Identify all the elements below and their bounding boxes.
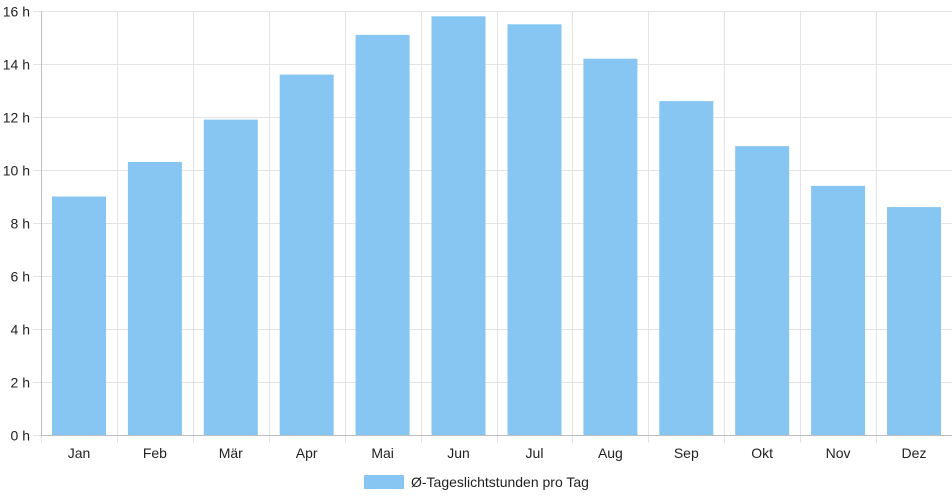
x-tick-label: Jul [526, 445, 544, 461]
x-tick-label: Feb [143, 445, 167, 461]
x-tick-label: Nov [826, 445, 851, 461]
legend-label: Ø-Tageslichtstunden pro Tag [411, 474, 589, 490]
x-tick-label: Aug [598, 445, 623, 461]
x-tick-label: Dez [902, 445, 927, 461]
x-tick-label: Jan [68, 445, 91, 461]
bar-Dez [887, 207, 941, 435]
bar-Apr [279, 74, 334, 435]
y-tick-label: 4 h [11, 322, 30, 338]
y-tick-label: 10 h [3, 163, 30, 179]
bar-Sep [659, 101, 714, 435]
x-tick-label: Sep [674, 445, 699, 461]
bars-layer [52, 16, 941, 436]
bar-Okt [735, 146, 790, 435]
grid-layer [33, 11, 952, 443]
bar-Mai [355, 34, 410, 436]
y-tick-label: 2 h [11, 375, 30, 391]
x-tick-label: Mai [371, 445, 394, 461]
bar-Mär [203, 119, 258, 435]
y-tick-label: 8 h [11, 216, 30, 232]
y-tick-label: 12 h [3, 110, 30, 126]
x-tick-label: Okt [751, 445, 773, 461]
legend-swatch [364, 475, 404, 489]
bar-Feb [127, 162, 182, 435]
legend[interactable]: Ø-Tageslichtstunden pro Tag [364, 474, 589, 490]
y-tick-label: 16 h [3, 4, 30, 20]
y-tick-label: 14 h [3, 57, 30, 73]
bar-Jul [507, 24, 562, 436]
bar-Nov [811, 185, 866, 435]
x-tick-label: Mär [219, 445, 243, 461]
y-tick-label: 0 h [11, 428, 30, 444]
x-tick-label: Jun [447, 445, 470, 461]
bar-Jan [52, 196, 106, 435]
x-tick-label: Apr [296, 445, 318, 461]
bar-Jun [431, 16, 486, 436]
y-tick-label: 6 h [11, 269, 30, 285]
axis-layer: 0 h 2 h 4 h 6 h 8 h 10 h 12 h 14 h 16 h Jan Feb Mär… [3, 4, 952, 461]
bar-Aug [583, 58, 638, 435]
